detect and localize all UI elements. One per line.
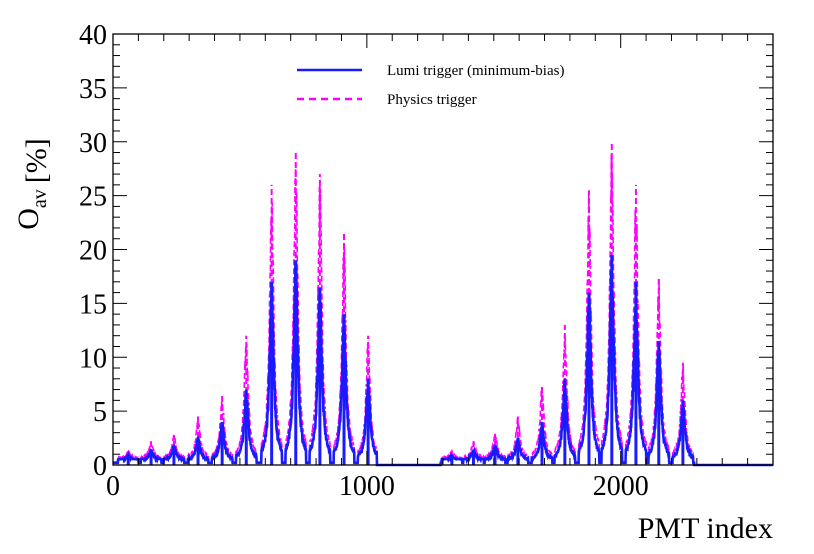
tick-labels: 0 1000 2000 0 5 10 15 20 25 30 35 40 [79,20,649,502]
y-tick-label: 25 [79,182,107,213]
tick-marks [112,33,774,466]
y-axis-label: Oav [%] [12,138,53,230]
legend: Lumi trigger (minimum-bias) Physics trig… [297,63,564,108]
y-tick-label: 0 [93,451,107,482]
series-line [113,154,773,466]
y-tick-label: 35 [79,74,107,105]
y-axis-label-symbol: O [12,208,45,230]
legend-entry-physics: Physics trigger [387,92,477,108]
svg-text:Oav[%]: Oav [%] [12,138,53,230]
series-physics [113,141,773,466]
series-line [113,263,773,467]
y-tick-label: 10 [79,343,107,374]
y-axis-label-subscript: av [29,189,51,208]
y-tick-label: 5 [93,397,107,428]
x-tick-label: 0 [106,471,120,502]
x-axis-label: PMT index [638,512,773,545]
x-tick-label: 2000 [593,471,649,502]
series-lumi [113,254,773,467]
x-tick-label: 1000 [339,471,395,502]
legend-entry-lumi: Lumi trigger (minimum-bias) [387,63,564,79]
y-axis-label-unit: [%] [20,138,53,183]
y-tick-label: 20 [79,236,107,267]
y-tick-label: 15 [79,289,107,320]
y-tick-label: 40 [79,20,107,51]
series-layer [113,141,773,467]
y-tick-label: 30 [79,128,107,159]
